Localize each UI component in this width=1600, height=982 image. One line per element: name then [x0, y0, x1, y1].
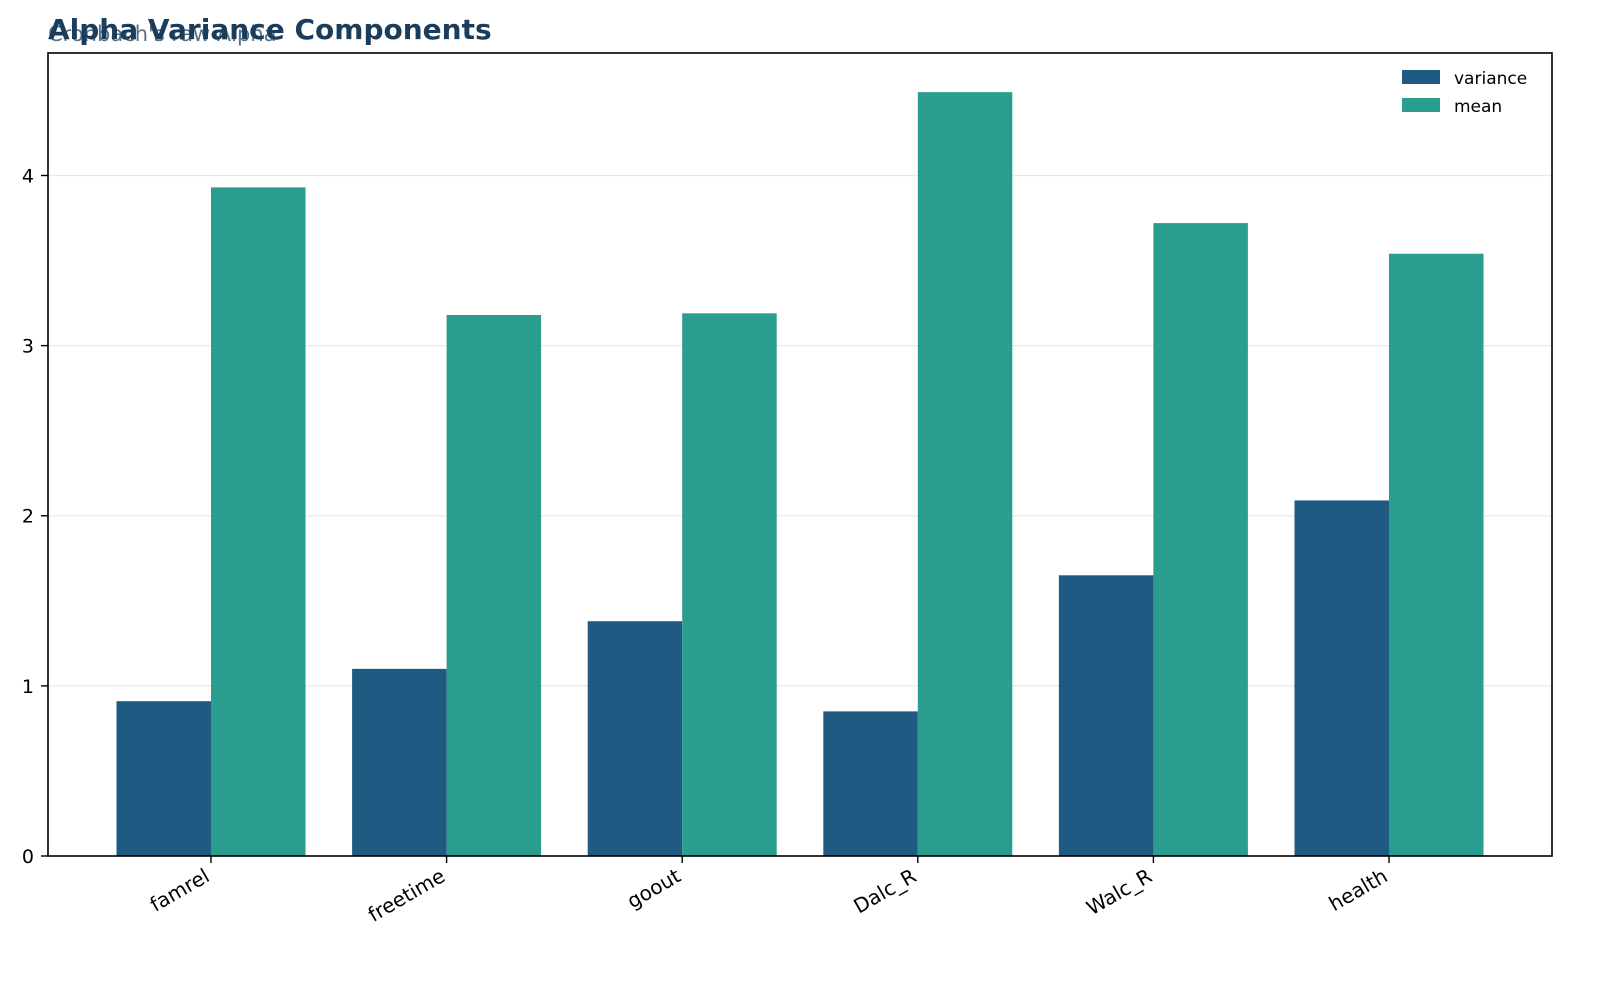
- x-tick-label: famrel: [146, 864, 214, 917]
- legend-swatch-mean: [1402, 98, 1440, 112]
- y-tick-label: 2: [22, 506, 34, 528]
- bar-variance-Dalc_R: [823, 711, 918, 856]
- y-tick-label: 3: [22, 336, 34, 358]
- chart-subtitle: Cronbach's raw Alpha: [48, 22, 277, 46]
- y-tick-label: 0: [22, 846, 34, 868]
- chart-title: Alpha Variance Components: [48, 13, 492, 46]
- bar-mean-goout: [682, 313, 777, 856]
- x-tick-label: freetime: [364, 864, 449, 927]
- x-tick-label: health: [1325, 864, 1392, 916]
- bar-mean-Walc_R: [1153, 223, 1248, 856]
- plot-frame: [47, 52, 1553, 857]
- bar-mean-freetime: [446, 314, 542, 857]
- legend-swatch-variance: [1402, 70, 1440, 84]
- bar-variance-famrel: [116, 701, 211, 856]
- x-axis: famrel freetime goout Dalc_R Walc_R health: [146, 856, 1392, 927]
- bar-mean-Dalc_R: [917, 92, 1013, 857]
- legend-label-mean: mean: [1454, 97, 1502, 117]
- x-tick-label: Dalc_R: [849, 863, 920, 918]
- y-tick-label: 1: [22, 676, 34, 698]
- bar-variance-freetime: [352, 668, 447, 856]
- bar-variance-Walc_R: [1058, 575, 1154, 856]
- bars-layer: [116, 92, 1484, 857]
- y-axis: 0 1 2 3 4: [22, 165, 48, 868]
- x-tick-label: goout: [623, 863, 685, 913]
- bar-variance-health: [1294, 500, 1389, 856]
- bar-variance-goout: [587, 621, 683, 856]
- y-tick-label: 4: [22, 165, 34, 187]
- bar-mean-famrel: [211, 187, 306, 857]
- legend: variance mean: [1402, 69, 1527, 117]
- legend-label-variance: variance: [1454, 69, 1527, 89]
- bar-mean-health: [1389, 253, 1484, 856]
- x-tick-label: Walc_R: [1082, 863, 1156, 919]
